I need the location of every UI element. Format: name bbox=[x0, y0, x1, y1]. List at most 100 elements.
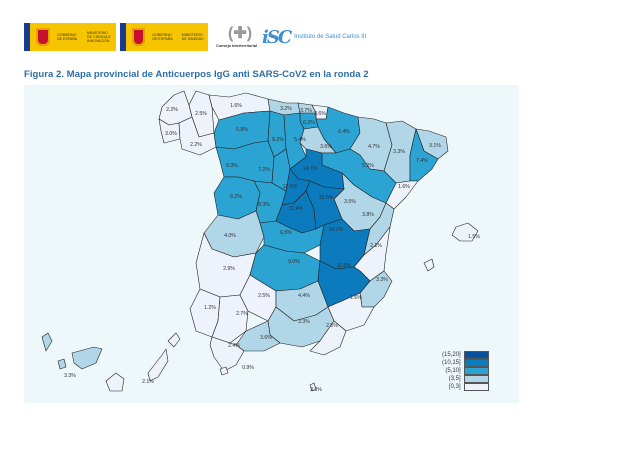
logo-consejo-interterritorial: (✚) Consejo Interterritorial bbox=[216, 22, 257, 52]
logo-text: Consejo Interterritorial bbox=[216, 44, 257, 48]
cross-icon: (✚) bbox=[228, 25, 253, 42]
region-cadiz bbox=[209, 336, 245, 372]
province-labels: 2.2% 2.5% 1.6% 3.0% 2.2% 3.2% 3.7% 2.6% … bbox=[64, 103, 480, 393]
map-legend: (15,20] (10,15] (5,10] (3,5] [0,3] bbox=[442, 351, 489, 391]
label-baleares: 1.5% bbox=[468, 234, 480, 240]
region-guadalajara bbox=[305, 180, 345, 230]
label-palencia: 8.2% bbox=[272, 137, 284, 143]
region-grancanaria bbox=[105, 372, 125, 392]
label-huesca: 4.7% bbox=[368, 144, 380, 150]
logo-text: Instituto de Salud Carlos III bbox=[294, 34, 367, 40]
label-badajoz: 2.9% bbox=[223, 266, 235, 272]
figure-title: Figura 2. Mapa provincial de Anticuerpos… bbox=[24, 69, 369, 80]
legend-swatch bbox=[463, 383, 489, 391]
label-bizkaia: 3.7% bbox=[300, 108, 312, 114]
legend-item: (15,20] bbox=[442, 351, 489, 359]
label-alava: 6.2% bbox=[303, 120, 315, 126]
legend-label: (3,5] bbox=[448, 376, 461, 382]
legend-label: (10,15] bbox=[442, 360, 461, 366]
label-pontevedra: 3.0% bbox=[165, 131, 177, 137]
label-zamora: 6.3% bbox=[226, 163, 238, 169]
choropleth-map: 2.2% 2.5% 1.6% 3.0% 2.2% 3.2% 3.7% 2.6% … bbox=[24, 85, 519, 403]
label-lugo: 2.5% bbox=[195, 111, 207, 117]
logo-text: Ministerio de Sanidad bbox=[181, 32, 204, 41]
map-svg: 2.2% 2.5% 1.6% 3.0% 2.2% 3.2% 3.7% 2.6% … bbox=[41, 90, 480, 393]
label-cuenca: 14.2% bbox=[329, 227, 344, 233]
label-sevilla: 2.7% bbox=[236, 311, 248, 317]
label-castellon: 3.8% bbox=[362, 212, 374, 218]
legend-swatch bbox=[463, 367, 489, 375]
label-murcia: 1.6% bbox=[350, 295, 362, 301]
logo-ministerio-ciencia: Gobierno de España Ministerio de Ciencia… bbox=[24, 23, 116, 51]
label-toledo: 6.5% bbox=[280, 230, 292, 236]
label-ourense: 2.2% bbox=[190, 142, 202, 148]
label-burgos: 5.4% bbox=[294, 137, 306, 143]
label-madrid: 11.4% bbox=[289, 206, 304, 212]
label-coruna: 2.2% bbox=[166, 107, 178, 113]
region-baleares bbox=[451, 222, 479, 242]
isciii-mark-icon: iSC bbox=[262, 26, 292, 48]
region-ibiza bbox=[423, 258, 435, 272]
label-teruel: 3.5% bbox=[344, 199, 356, 205]
coat-of-arms-icon bbox=[131, 28, 146, 46]
label-gipuzkoa: 2.6% bbox=[314, 111, 326, 117]
legend-item: (3,5] bbox=[442, 375, 489, 383]
legend-item: (10,15] bbox=[442, 359, 489, 367]
label-huelva: 1.2% bbox=[204, 305, 216, 311]
region-lapalma bbox=[41, 332, 53, 352]
label-cadiz: 2.4% bbox=[228, 343, 240, 349]
coat-of-arms-icon bbox=[36, 28, 50, 46]
region-fuerteventura bbox=[147, 348, 169, 382]
label-jaen: 4.4% bbox=[298, 293, 310, 299]
legend-swatch bbox=[463, 351, 489, 359]
label-tarragona: 1.6% bbox=[398, 184, 410, 190]
label-girona: 3.1% bbox=[429, 143, 441, 149]
logo-isciii: iSC Instituto de Salud Carlos III bbox=[262, 27, 366, 48]
region-almeria bbox=[309, 320, 347, 356]
logo-ministerio-sanidad: Gobierno de España Ministerio de Sanidad bbox=[120, 23, 208, 51]
label-asturias: 1.6% bbox=[230, 103, 242, 109]
region-ceuta bbox=[219, 366, 229, 376]
label-ciudadreal: 9.0% bbox=[288, 259, 300, 265]
label-navarra: 6.4% bbox=[338, 129, 350, 135]
label-soria: 14.7% bbox=[303, 166, 318, 172]
label-almeria: 2.5% bbox=[326, 323, 338, 329]
legend-item: [0,3] bbox=[442, 383, 489, 391]
eu-flag-icon bbox=[120, 23, 126, 51]
region-lanzarote bbox=[167, 332, 181, 348]
legend-label: (15,20] bbox=[442, 352, 461, 358]
logo-text: Ministerio de Ciencia e Innovación bbox=[87, 30, 111, 44]
label-valencia: 2.1% bbox=[370, 243, 382, 249]
label-melilla: 3.3% bbox=[310, 387, 322, 393]
logo-text: Gobierno de España bbox=[57, 32, 78, 41]
label-cantabria: 3.2% bbox=[280, 106, 292, 112]
region-barcelona bbox=[409, 128, 439, 182]
region-tenerife bbox=[71, 346, 103, 370]
legend-label: [0,3] bbox=[449, 384, 461, 390]
label-ceuta: 0.9% bbox=[242, 365, 254, 371]
label-valladolid: 7.2% bbox=[258, 167, 270, 173]
label-caceres: 4.0% bbox=[224, 233, 236, 239]
legend-swatch bbox=[463, 359, 489, 367]
label-cordoba: 2.5% bbox=[258, 293, 270, 299]
label-segovia: 12.8% bbox=[283, 184, 298, 190]
region-gomera bbox=[57, 358, 67, 370]
label-zaragoza: 5.2% bbox=[362, 163, 374, 169]
label-albacete: 11.0% bbox=[337, 263, 352, 269]
label-salamanca: 6.2% bbox=[230, 194, 242, 200]
label-alicante: 3.3% bbox=[376, 277, 388, 283]
eu-flag-icon bbox=[24, 23, 30, 51]
region-melilla bbox=[309, 382, 317, 392]
logo-text: Gobierno de España bbox=[152, 32, 173, 41]
legend-swatch bbox=[463, 375, 489, 383]
header-logos: Gobierno de España Ministerio de Ciencia… bbox=[24, 22, 366, 52]
label-laspalmas: 2.1% bbox=[142, 379, 154, 385]
label-malaga: 3.6% bbox=[260, 335, 272, 341]
label-guadalajara: 10.5% bbox=[319, 195, 334, 201]
label-tenerife: 3.3% bbox=[64, 373, 76, 379]
legend-label: (5,10] bbox=[445, 368, 461, 374]
label-rioja: 3.6% bbox=[320, 144, 332, 150]
label-leon: 5.8% bbox=[236, 127, 248, 133]
label-lleida: 3.3% bbox=[393, 149, 405, 155]
label-granada: 3.3% bbox=[298, 319, 310, 325]
